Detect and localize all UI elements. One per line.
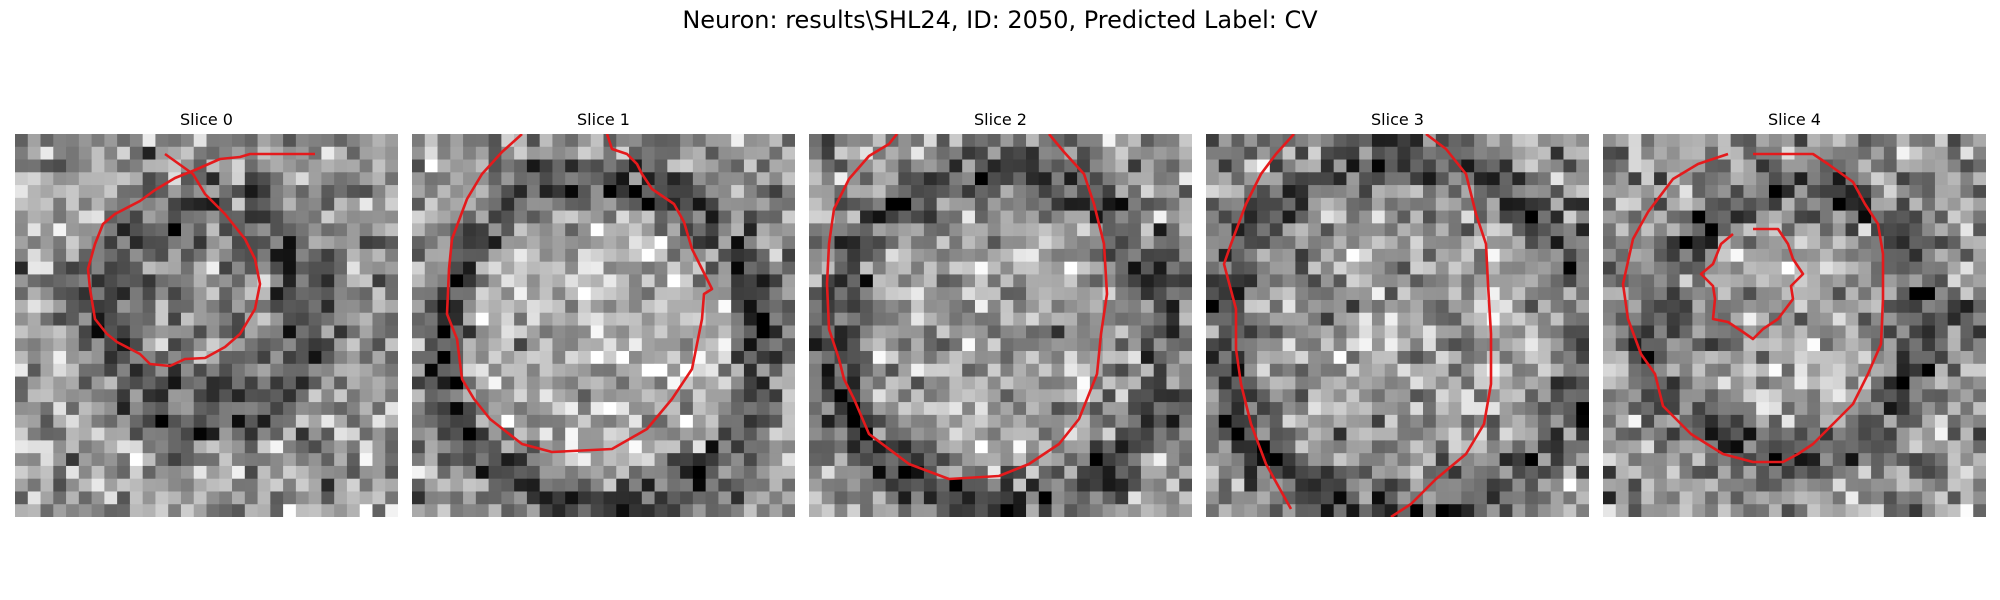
slice-image	[412, 134, 795, 517]
panel-title: Slice 2	[809, 108, 1192, 132]
slice-image	[15, 134, 398, 517]
slice-image	[1603, 134, 1986, 517]
panel-slice-0: Slice 0	[15, 108, 398, 132]
pixel-grid	[809, 134, 1192, 517]
panel-title: Slice 3	[1206, 108, 1589, 132]
panel-slice-2: Slice 2	[809, 108, 1192, 132]
panel-slice-3: Slice 3	[1206, 108, 1589, 132]
figure-title: Neuron: results\SHL24, ID: 2050, Predict…	[0, 6, 2000, 34]
pixel-grid	[412, 134, 795, 517]
panel-title: Slice 0	[15, 108, 398, 132]
panel-title: Slice 4	[1603, 108, 1986, 132]
slice-image	[1206, 134, 1589, 517]
panel-slice-4: Slice 4	[1603, 108, 1986, 132]
pixel-grid	[1603, 134, 1986, 517]
panel-title: Slice 1	[412, 108, 795, 132]
panel-slice-1: Slice 1	[412, 108, 795, 132]
slice-image	[809, 134, 1192, 517]
pixel-grid	[15, 134, 398, 517]
